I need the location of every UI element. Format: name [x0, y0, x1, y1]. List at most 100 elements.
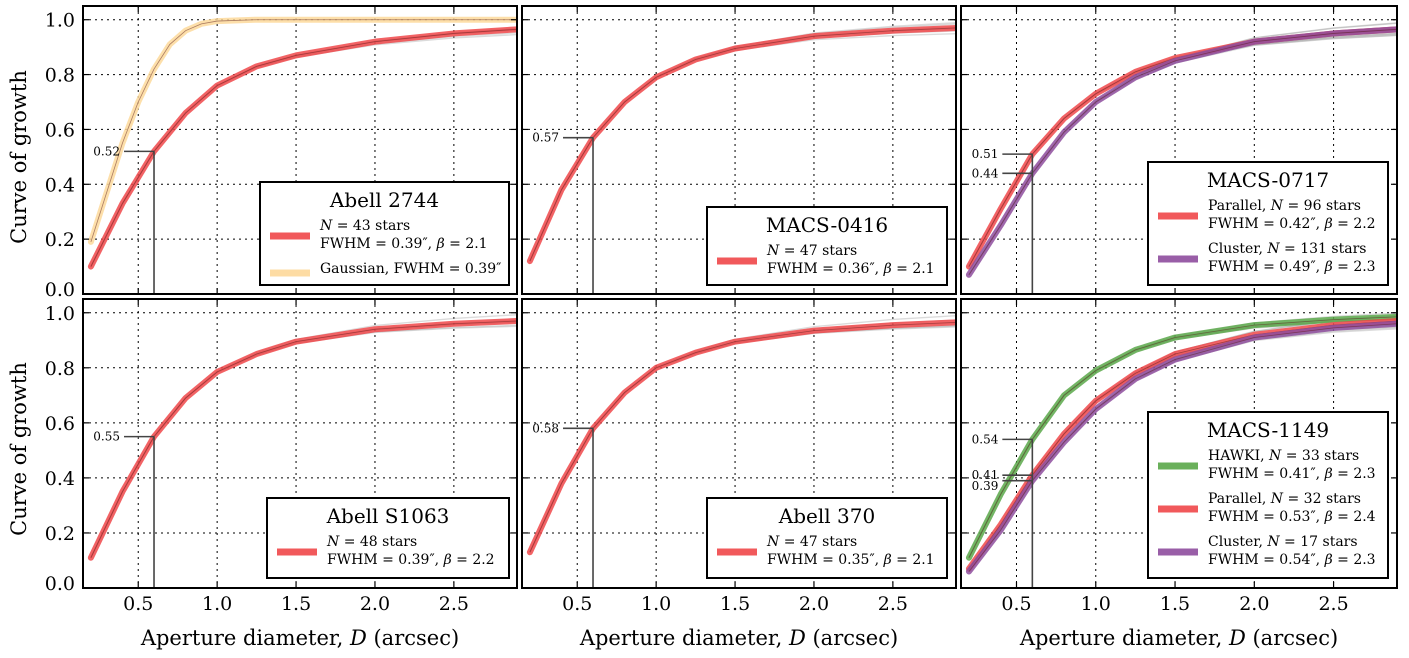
value-marker-label: 0.39 — [972, 479, 999, 493]
x-tick-label: 1.5 — [720, 593, 750, 615]
x-tick-label: 1.0 — [202, 593, 232, 615]
plot-area — [87, 16, 517, 270]
legend-entry-label: Cluster, N = 131 stars — [1208, 241, 1366, 257]
x-axis-label: Aperture diameter, D (arcsec) — [1019, 626, 1338, 650]
legend-frame — [706, 497, 948, 579]
legend: Abell 370 N = 47 stars FWHM = 0.35″, β = 2… — [706, 497, 948, 579]
value-marker-label: 0.54 — [972, 432, 999, 446]
legend: MACS-0717 Parallel, N = 96 stars FWHM = 0.… — [1147, 161, 1389, 286]
legend-entry-detail: FWHM = 0.36″, β = 2.1 — [767, 261, 935, 277]
legend: MACS-0416 N = 47 stars FWHM = 0.36″, β = 2… — [706, 206, 948, 286]
y-tick-label: 0.4 — [45, 468, 75, 490]
y-tick-label: 0.6 — [45, 413, 75, 435]
y-tick-label: 0.4 — [45, 174, 75, 196]
legend-entry-detail: FWHM = 0.39″, β = 2.2 — [327, 552, 495, 568]
legend-entry-detail: FWHM = 0.54″, β = 2.3 — [1208, 552, 1376, 568]
x-tick-label: 1.0 — [1081, 593, 1111, 615]
legend-entry-detail: FWHM = 0.42″, β = 2.2 — [1208, 216, 1376, 232]
legend-entry-label: N = 47 stars — [766, 243, 857, 259]
y-tick-label: 0.2 — [45, 229, 75, 251]
legend-entry-label: Parallel, N = 96 stars — [1208, 198, 1361, 214]
chart-panel: 0.51 0.44 MACS-0717 Parallel, N = 96 stars F… — [960, 5, 1398, 295]
legend-entry-detail: FWHM = 0.39″, β = 2.1 — [320, 236, 488, 252]
legend-title: Abell 370 — [778, 504, 875, 528]
legend-frame — [266, 497, 510, 579]
plot-area — [965, 22, 1397, 278]
x-tick-label: 1.5 — [1160, 593, 1190, 615]
series-core-line — [90, 320, 517, 558]
chart-panel: 0.52 0.0 0.2 0.4 0.6 0.8 1.0 Abell 2744 N = 43 s… — [45, 5, 518, 301]
legend-entry-detail: FWHM = 0.41″, β = 2.3 — [1208, 466, 1376, 482]
x-tick-label: 0.5 — [562, 593, 592, 615]
panel-frame — [521, 298, 957, 589]
x-tick-label: 2.5 — [1318, 593, 1348, 615]
series-core-line — [90, 28, 517, 267]
legend-entry-label: Gaussian, FWHM = 0.39″ — [320, 261, 501, 277]
value-marker-label: 0.44 — [972, 166, 999, 180]
y-tick-label: 0.2 — [45, 523, 75, 545]
y-tick-label: 0.0 — [45, 279, 75, 301]
plot-area — [526, 22, 956, 265]
panels-group: 0.52 0.0 0.2 0.4 0.6 0.8 1.0 Abell 2744 N = 43 s… — [45, 5, 1398, 650]
plot-area — [526, 315, 956, 556]
legend: Abell 2744 N = 43 stars FWHM = 0.39″, β = … — [259, 181, 510, 286]
legend-entry-label: Parallel, N = 32 stars — [1208, 491, 1361, 507]
y-axis-label-bottom: Curve of growth — [7, 362, 31, 536]
legend-title: Abell S1063 — [326, 504, 450, 528]
legend: MACS-1149 HAWKI, N = 33 stars FWHM = 0.41″… — [1147, 411, 1389, 579]
value-marker-label: 0.55 — [93, 430, 120, 444]
value-marker-label: 0.41 — [972, 468, 999, 482]
chart-panel: 0.57 MACS-0416 N = 47 stars FWHM = 0.36″, β… — [521, 5, 957, 295]
x-tick-label: 2.0 — [360, 593, 390, 615]
series-core-line — [968, 316, 1397, 558]
chart-panel: 0.55 0.0 0.2 0.4 0.6 0.8 1.0 0.5 1.0 1.5 2.0 2.5 Ape… — [45, 298, 518, 650]
panel-frame — [521, 5, 957, 295]
y-tick-label: 0.8 — [45, 358, 75, 380]
chart-panel: 0.54 0.410.39 0.5 1.0 1.5 2.0 2.5 Aperture diam… — [960, 298, 1398, 650]
legend-entry-detail: FWHM = 0.35″, β = 2.1 — [767, 552, 935, 568]
y-tick-label: 1.0 — [45, 10, 75, 32]
legend-entry-detail: FWHM = 0.49″, β = 2.3 — [1208, 259, 1376, 275]
series-core-line — [529, 321, 956, 553]
legend-title: MACS-1149 — [1207, 418, 1329, 442]
legend-frame — [706, 206, 948, 286]
plot-area — [965, 312, 1397, 575]
x-tick-label: 1.5 — [281, 593, 311, 615]
chart-panel: 0.58 0.5 1.0 1.5 2.0 2.5 Aperture diameter, D … — [521, 298, 957, 650]
legend-title: MACS-0416 — [766, 213, 888, 237]
y-axis-label-top: Curve of growth — [7, 70, 31, 244]
value-marker-label: 0.58 — [532, 421, 559, 435]
x-axis-label: Aperture diameter, D (arcsec) — [579, 626, 898, 650]
series-core-line — [90, 19, 517, 243]
value-marker-label: 0.51 — [972, 147, 999, 161]
x-tick-label: 2.0 — [1239, 593, 1269, 615]
legend-frame — [1147, 161, 1389, 286]
legend-title: MACS-0717 — [1207, 168, 1329, 192]
y-tick-label: 0.6 — [45, 119, 75, 141]
y-tick-label: 1.0 — [45, 303, 75, 325]
x-tick-label: 2.5 — [439, 593, 469, 615]
legend-entry-detail: FWHM = 0.53″, β = 2.4 — [1208, 509, 1376, 525]
panel-frame — [960, 5, 1398, 295]
x-tick-label: 2.5 — [878, 593, 908, 615]
value-marker-label: 0.57 — [532, 131, 559, 145]
x-axis-label: Aperture diameter, D (arcsec) — [140, 626, 459, 650]
series-core-line — [968, 28, 1397, 276]
legend-entry-label: N = 48 stars — [326, 534, 417, 550]
legend-title: Abell 2744 — [329, 188, 439, 212]
x-tick-label: 2.0 — [799, 593, 829, 615]
value-marker-label: 0.52 — [93, 144, 120, 158]
legend-entry-label: HAWKI, N = 33 stars — [1208, 448, 1359, 464]
panel-frame — [960, 298, 1398, 589]
y-tick-label: 0.8 — [45, 65, 75, 87]
panel-frame — [82, 5, 518, 295]
series-core-line — [529, 27, 956, 262]
legend-entry-label: Cluster, N = 17 stars — [1208, 534, 1358, 550]
x-tick-label: 0.5 — [123, 593, 153, 615]
y-tick-label: 0.0 — [45, 573, 75, 595]
legend-entry-label: N = 47 stars — [766, 534, 857, 550]
plot-area — [87, 314, 517, 561]
x-tick-label: 0.5 — [1001, 593, 1031, 615]
panel-frame — [82, 298, 518, 589]
